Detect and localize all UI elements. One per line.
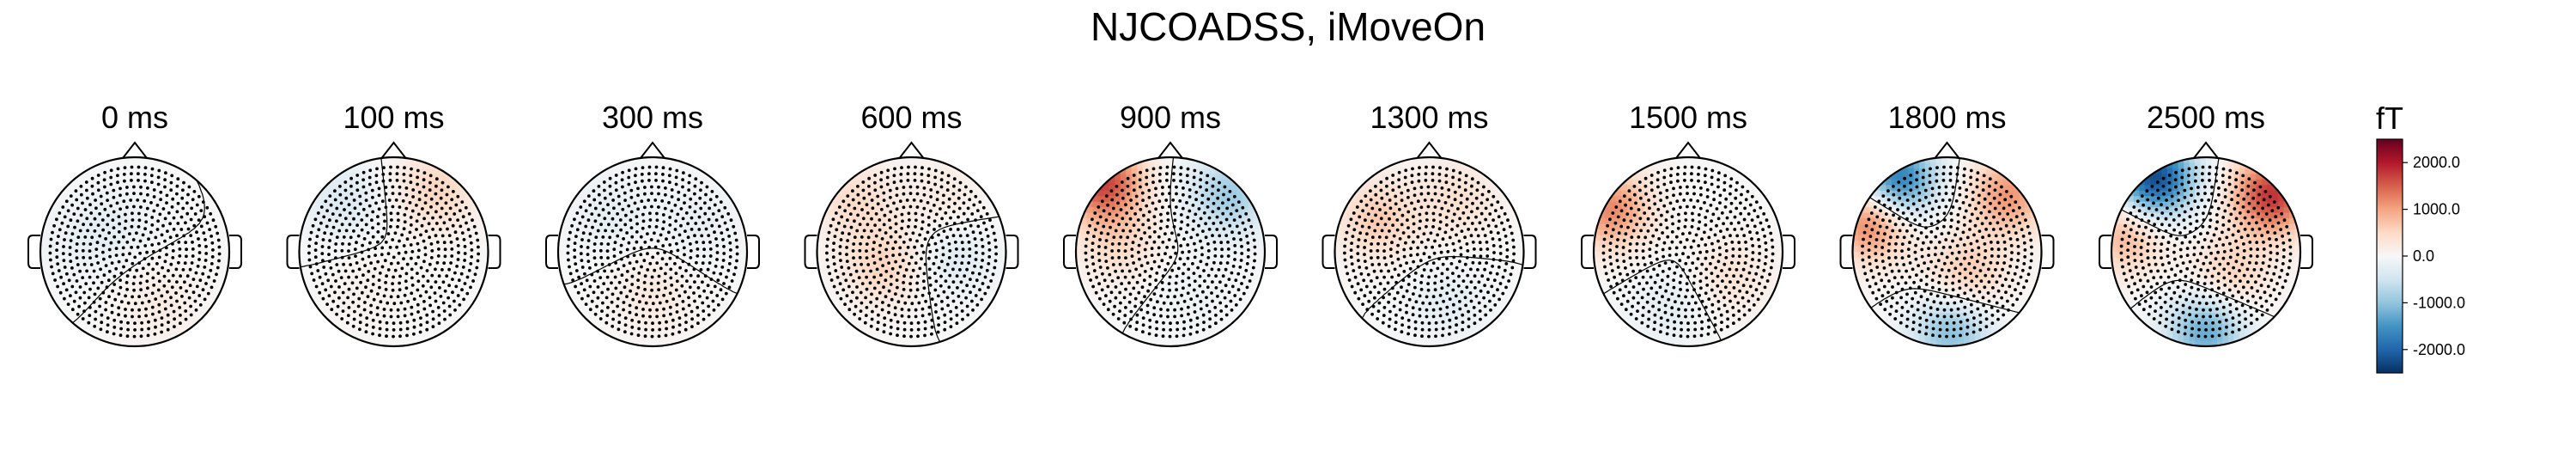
- nose: [1934, 141, 1960, 159]
- sensor-dots: [1601, 165, 1775, 339]
- head-outline: [816, 156, 1007, 348]
- right-ear: [747, 235, 760, 269]
- panel-title: 1500 ms: [1629, 100, 1747, 135]
- head-outline: [1074, 156, 1267, 348]
- nose: [898, 141, 925, 159]
- sensor-dots: [1343, 165, 1516, 339]
- head-outline: [556, 156, 749, 348]
- head-outline: [39, 156, 231, 348]
- left-ear: [286, 235, 300, 269]
- panel-title: 100 ms: [343, 100, 444, 135]
- colorbar-tick-label: 0.0: [2413, 247, 2434, 265]
- right-ear: [229, 235, 242, 269]
- sensor-dots: [2119, 165, 2293, 339]
- topomap-panel: 300 ms: [545, 100, 760, 348]
- topomap-panel: 2500 ms: [2099, 100, 2313, 348]
- right-ear: [1783, 235, 1795, 269]
- nose: [2193, 141, 2219, 159]
- sensor-dots: [307, 165, 480, 339]
- topomap-panel: 0 ms: [27, 100, 242, 348]
- nose: [1675, 141, 1701, 159]
- topomap-panel: 900 ms: [1063, 100, 1278, 348]
- panel-title: 2500 ms: [2147, 100, 2265, 135]
- right-ear: [1523, 235, 1537, 269]
- head-outline: [1592, 156, 1784, 348]
- head-outline: [1334, 156, 1525, 348]
- topomap-panel: 100 ms: [286, 100, 501, 348]
- left-ear: [2099, 235, 2111, 269]
- sensor-dots: [1084, 165, 1257, 339]
- left-ear: [545, 235, 558, 269]
- right-ear: [2041, 235, 2055, 269]
- heatmap-field: [817, 157, 1006, 346]
- panel-title: 1800 ms: [1887, 100, 2006, 135]
- left-ear: [27, 235, 40, 269]
- topomap-panel: 1300 ms: [1321, 100, 1537, 348]
- nose: [1157, 141, 1183, 159]
- left-ear: [804, 235, 817, 269]
- nose: [122, 141, 148, 159]
- head-outline: [1851, 156, 2043, 348]
- sensor-dots: [566, 165, 739, 339]
- panel-title: 1300 ms: [1370, 100, 1488, 135]
- colorbar-tick-label: 2000.0: [2413, 154, 2460, 171]
- sensor-dots: [48, 165, 222, 339]
- right-ear: [488, 235, 501, 269]
- topomap-panel: 1800 ms: [1839, 100, 2055, 348]
- figure-title: NJCOADSS, iMoveOn: [1090, 4, 1486, 49]
- panel-title: 300 ms: [602, 100, 703, 135]
- panel-title: 600 ms: [860, 100, 962, 135]
- colorbar-gradient: [2376, 138, 2403, 374]
- left-ear: [1321, 235, 1335, 269]
- sensor-dots: [1861, 165, 2034, 339]
- colorbar-unit: fT: [2376, 101, 2403, 136]
- nose: [380, 141, 407, 159]
- right-ear: [1005, 235, 1019, 269]
- right-ear: [1265, 235, 1278, 269]
- head-outline: [298, 156, 489, 348]
- left-ear: [1839, 235, 1853, 269]
- colorbar: fT 2000.0 1000.0 0.0 -1000.0 -2000.0: [2376, 101, 2465, 374]
- colorbar-tick-label: -2000.0: [2413, 341, 2465, 358]
- sensor-dots: [825, 165, 998, 339]
- left-ear: [1581, 235, 1594, 269]
- topomap-panel: 1500 ms: [1581, 100, 1795, 348]
- panel-title: 0 ms: [101, 100, 168, 135]
- panel-title: 900 ms: [1120, 100, 1221, 135]
- colorbar-tick-label: 1000.0: [2413, 201, 2460, 218]
- left-ear: [1063, 235, 1076, 269]
- head-outline: [2110, 156, 2302, 348]
- nose: [1416, 141, 1443, 159]
- topomap-panel: 600 ms: [804, 100, 1019, 348]
- right-ear: [2300, 235, 2313, 269]
- colorbar-tick-label: -1000.0: [2413, 294, 2465, 311]
- nose: [640, 141, 665, 159]
